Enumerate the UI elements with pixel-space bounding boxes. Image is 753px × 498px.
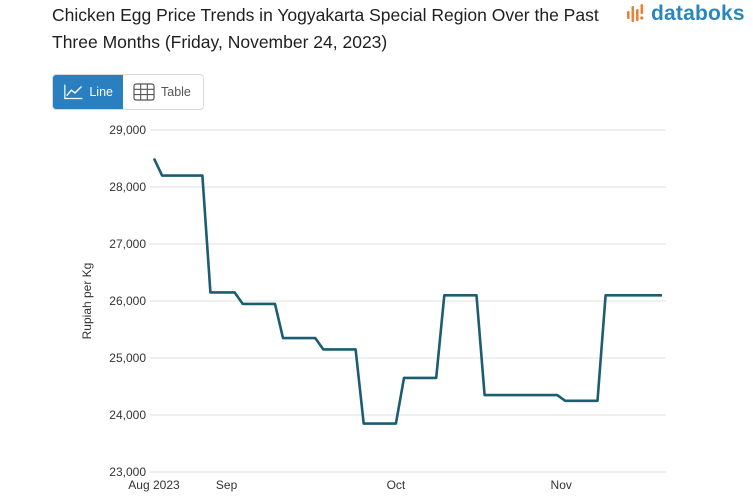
chart-title: Chicken Egg Price Trends in Yogyakarta S… <box>52 5 599 52</box>
series-lines <box>152 157 662 425</box>
line-chart-icon <box>64 84 83 100</box>
x-tick-label: Oct <box>387 478 406 492</box>
brand-logo[interactable]: databoks <box>626 2 745 26</box>
y-tick-label: 28,000 <box>109 180 146 194</box>
gridlines <box>150 129 666 473</box>
y-tick-label: 27,000 <box>109 237 146 251</box>
line-view-button[interactable]: Line <box>53 75 123 109</box>
brand-name: databoks <box>651 2 745 25</box>
y-axis-label: Rupiah per Kg <box>80 263 94 340</box>
x-tick-label: Nov <box>551 478 572 492</box>
y-axis-ticks: 23,000 24,000 25,000 26,000 27,000 28,000 29,0… <box>109 123 146 479</box>
series-line-chicken-egg-price[interactable] <box>152 157 662 425</box>
table-view-button[interactable]: Table <box>123 75 203 109</box>
y-tick-label: 29,000 <box>109 123 146 137</box>
y-tick-label: 25,000 <box>109 351 146 365</box>
y-tick-label: 23,000 <box>109 465 146 479</box>
x-tick-label: Aug 2023 <box>128 478 180 492</box>
line-view-label: Line <box>89 85 113 99</box>
x-axis-ticks: Aug 2023 Sep Oct Nov <box>128 478 572 492</box>
table-grid-icon <box>133 83 155 101</box>
table-view-label: Table <box>161 85 191 99</box>
view-toggle: Line Table <box>52 74 204 110</box>
y-tick-label: 26,000 <box>109 294 146 308</box>
y-tick-label: 24,000 <box>109 408 146 422</box>
databoks-logo-icon <box>627 4 644 22</box>
x-tick-label: Sep <box>216 478 238 492</box>
